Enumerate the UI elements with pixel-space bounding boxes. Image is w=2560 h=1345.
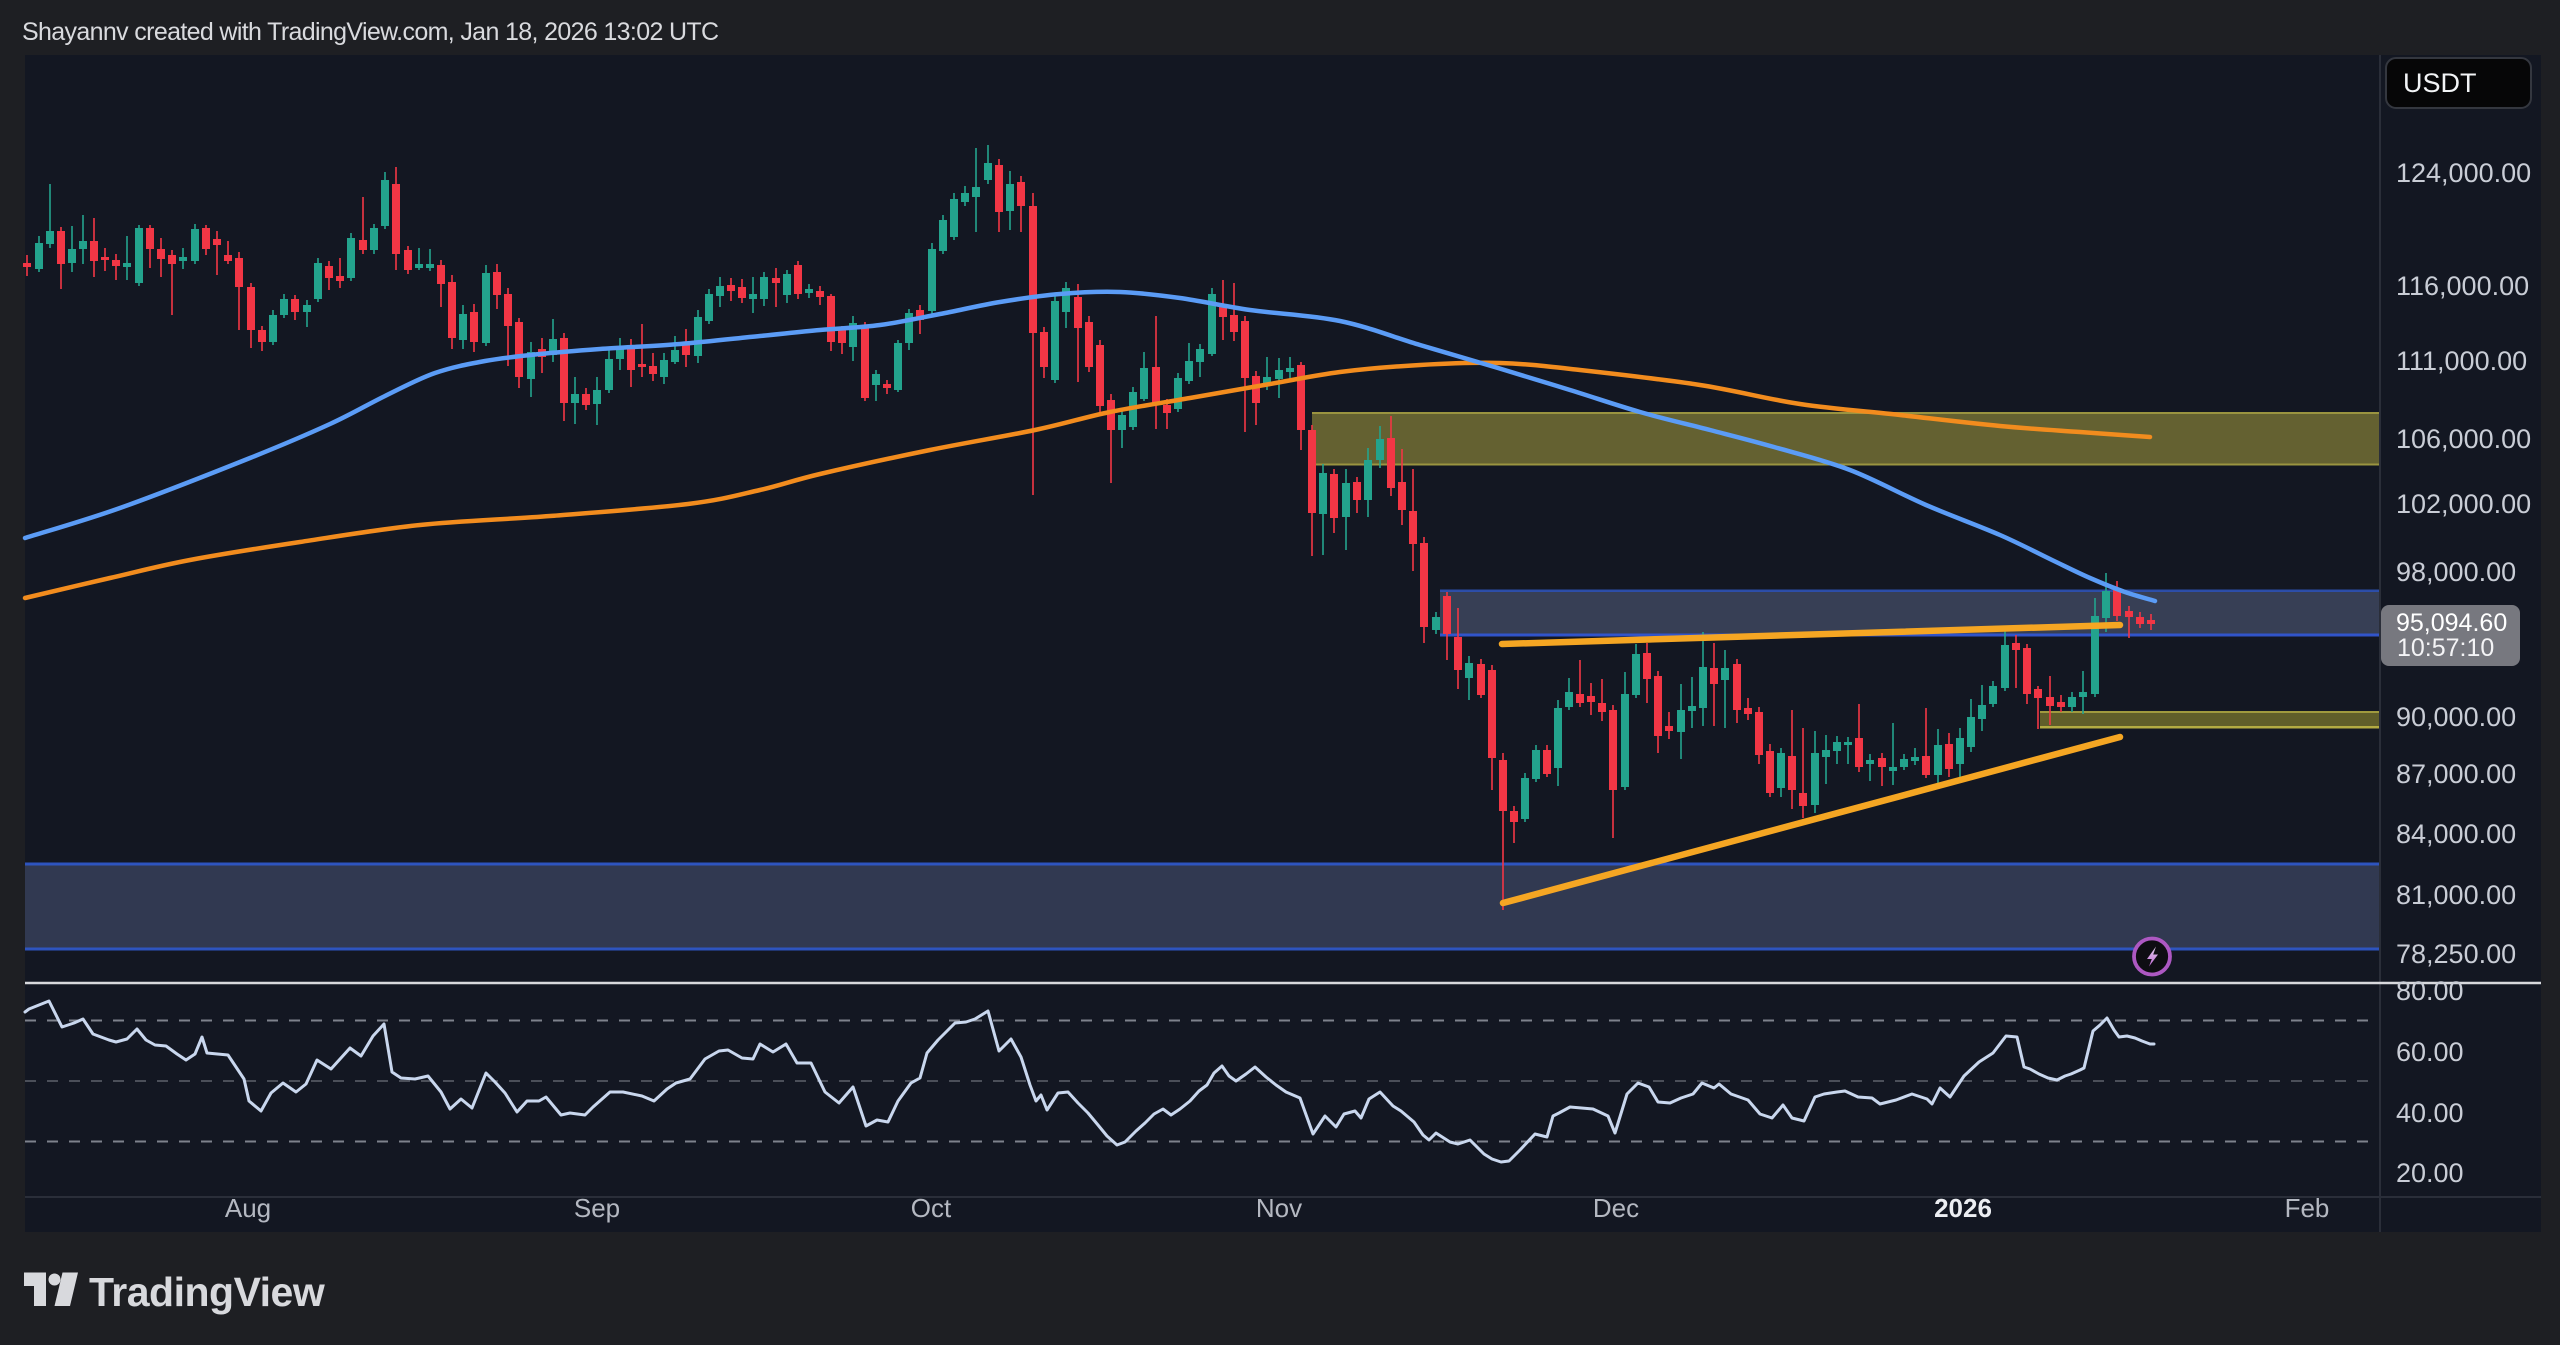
svg-text:Sep: Sep — [574, 1193, 620, 1223]
svg-text:87,000.00: 87,000.00 — [2396, 759, 2516, 789]
svg-text:2026: 2026 — [1934, 1193, 1992, 1223]
svg-text:124,000.00: 124,000.00 — [2396, 158, 2531, 188]
svg-text:20.00: 20.00 — [2396, 1158, 2464, 1188]
svg-text:84,000.00: 84,000.00 — [2396, 819, 2516, 849]
svg-text:Dec: Dec — [1593, 1193, 1639, 1223]
svg-text:98,000.00: 98,000.00 — [2396, 557, 2516, 587]
svg-text:102,000.00: 102,000.00 — [2396, 489, 2531, 519]
svg-text:95,094.60: 95,094.60 — [2396, 609, 2507, 637]
svg-text:80.00: 80.00 — [2396, 976, 2464, 1006]
svg-text:90,000.00: 90,000.00 — [2396, 702, 2516, 732]
svg-text:60.00: 60.00 — [2396, 1037, 2464, 1067]
svg-text:78,250.00: 78,250.00 — [2396, 939, 2516, 969]
svg-text:Shayannv created with TradingV: Shayannv created with TradingView.com, J… — [22, 18, 719, 46]
svg-text:116,000.00: 116,000.00 — [2396, 271, 2529, 301]
svg-text:40.00: 40.00 — [2396, 1098, 2464, 1128]
svg-text:Nov: Nov — [1256, 1193, 1302, 1223]
svg-text:TradingView: TradingView — [89, 1269, 325, 1315]
svg-text:Aug: Aug — [225, 1193, 271, 1223]
svg-text:Oct: Oct — [911, 1193, 952, 1223]
svg-text:USDT: USDT — [2403, 68, 2477, 98]
svg-text:Feb: Feb — [2285, 1193, 2330, 1223]
svg-text:106,000.00: 106,000.00 — [2396, 424, 2531, 454]
svg-text:111,000.00: 111,000.00 — [2396, 346, 2527, 376]
svg-text:10:57:10: 10:57:10 — [2397, 634, 2494, 662]
svg-text:81,000.00: 81,000.00 — [2396, 880, 2516, 910]
